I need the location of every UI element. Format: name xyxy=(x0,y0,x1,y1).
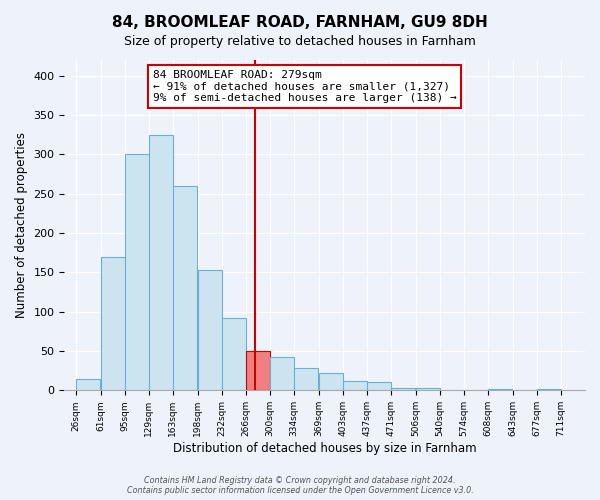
Bar xyxy=(270,358,294,390)
Bar xyxy=(343,381,367,390)
Bar xyxy=(367,382,391,390)
Text: Size of property relative to detached houses in Farnham: Size of property relative to detached ho… xyxy=(124,35,476,48)
Text: 84, BROOMLEAF ROAD, FARNHAM, GU9 8DH: 84, BROOMLEAF ROAD, FARNHAM, GU9 8DH xyxy=(112,15,488,30)
Text: 84 BROOMLEAF ROAD: 279sqm
← 91% of detached houses are smaller (1,327)
9% of sem: 84 BROOMLEAF ROAD: 279sqm ← 91% of detac… xyxy=(153,70,457,103)
Bar xyxy=(391,388,415,390)
Bar xyxy=(221,318,246,390)
Text: Contains HM Land Registry data © Crown copyright and database right 2024.
Contai: Contains HM Land Registry data © Crown c… xyxy=(127,476,473,495)
Bar xyxy=(319,373,343,390)
Bar xyxy=(246,351,270,391)
Bar xyxy=(197,270,221,390)
Bar xyxy=(173,186,197,390)
Bar xyxy=(294,368,318,390)
Bar xyxy=(76,378,100,390)
Bar xyxy=(416,388,440,390)
Bar xyxy=(537,389,561,390)
X-axis label: Distribution of detached houses by size in Farnham: Distribution of detached houses by size … xyxy=(173,442,476,455)
Bar xyxy=(125,154,149,390)
Bar xyxy=(149,134,173,390)
Bar xyxy=(101,256,125,390)
Bar xyxy=(488,389,512,390)
Y-axis label: Number of detached properties: Number of detached properties xyxy=(15,132,28,318)
